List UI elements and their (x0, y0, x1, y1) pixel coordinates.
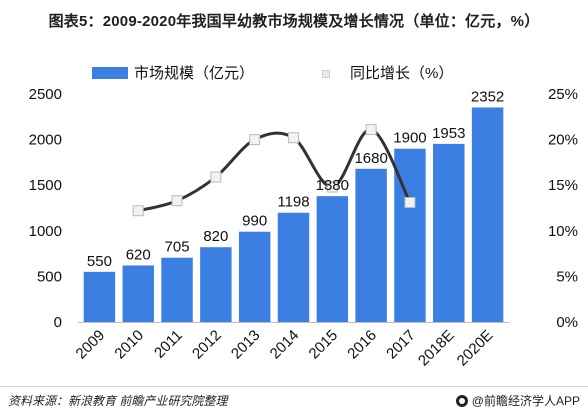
legend-bar-label: 市场规模（亿元） (134, 65, 255, 82)
bar-value-label: 1900 (393, 130, 426, 147)
chart-legend: 市场规模（亿元） 同比增长（%） (0, 62, 588, 82)
y-left-tick-label: 2000 (29, 132, 62, 149)
growth-point (326, 181, 338, 193)
growth-point (404, 197, 416, 209)
bar-value-label: 1953 (432, 125, 465, 142)
x-tick-label: 2018E (415, 327, 458, 370)
brand-credit-text: @前瞻经济学人APP (471, 394, 580, 408)
y-left-tick-label: 0 (54, 314, 62, 331)
bar-value-label: 2352 (471, 88, 504, 105)
x-tick-label: 2015 (306, 327, 342, 363)
growth-point (171, 195, 183, 207)
bar (161, 257, 193, 322)
bar-value-label: 990 (242, 213, 267, 230)
x-tick-label: 2014 (267, 327, 303, 363)
x-tick-label: 2010 (111, 327, 147, 363)
bar-value-label: 1680 (354, 150, 387, 167)
bar-value-label: 620 (126, 246, 151, 263)
growth-point (249, 134, 261, 146)
y-right-tick-label: 15% (548, 177, 578, 194)
y-right-tick-label: 5% (556, 268, 578, 285)
y-left-tick-label: 1000 (29, 223, 62, 240)
growth-point (132, 205, 144, 217)
growth-point (288, 132, 299, 144)
source-note: 资料来源：新浪教育 前瞻产业研究院整理 (8, 394, 228, 408)
bar (471, 107, 504, 323)
bar (316, 196, 349, 322)
y-right-tick-label: 0% (556, 314, 578, 331)
x-tick-label: 2011 (151, 327, 186, 362)
brand-credit: @前瞻经济学人APP (455, 392, 580, 409)
legend-item-growth: 同比增长（%） (310, 62, 453, 83)
y-right-tick-label: 20% (548, 132, 578, 149)
bar-value-label: 1198 (277, 194, 309, 211)
x-tick-label: 2009 (73, 327, 109, 363)
chart-title: 图表5：2009-2020年我国早幼教市场规模及增长情况（单位：亿元，%） (48, 13, 540, 30)
bar (122, 265, 154, 322)
growth-point (210, 171, 222, 183)
bar-value-label: 820 (203, 228, 228, 245)
bar (277, 212, 310, 322)
bar (433, 143, 465, 322)
y-left-tick-label: 2500 (29, 86, 62, 103)
legend-bar-swatch (92, 66, 128, 79)
bar (83, 271, 116, 322)
legend-line-swatch (310, 67, 340, 79)
bar-value-label: 550 (87, 253, 112, 270)
brand-logo-icon (455, 394, 468, 407)
bar (200, 247, 232, 322)
x-tick-label: 2020E (454, 327, 497, 370)
y-left-tick-label: 500 (37, 268, 62, 285)
footer-divider (0, 386, 588, 387)
legend-line-label: 同比增长（%） (350, 65, 454, 82)
legend-item-market-size: 市场规模（亿元） (92, 62, 254, 83)
y-right-tick-label: 10% (548, 223, 578, 240)
x-tick-label: 2013 (228, 327, 264, 363)
growth-point (365, 124, 377, 136)
y-left-tick-label: 1500 (29, 177, 62, 194)
x-tick-label: 2017 (383, 327, 419, 363)
bar-value-label: 705 (165, 239, 190, 256)
x-tick-label: 2016 (344, 327, 380, 363)
y-right-tick-label: 25% (548, 86, 578, 103)
x-tick-label: 2012 (189, 327, 225, 363)
bar (238, 231, 271, 322)
bar (355, 168, 387, 322)
bar-value-label: 1380 (316, 177, 349, 194)
